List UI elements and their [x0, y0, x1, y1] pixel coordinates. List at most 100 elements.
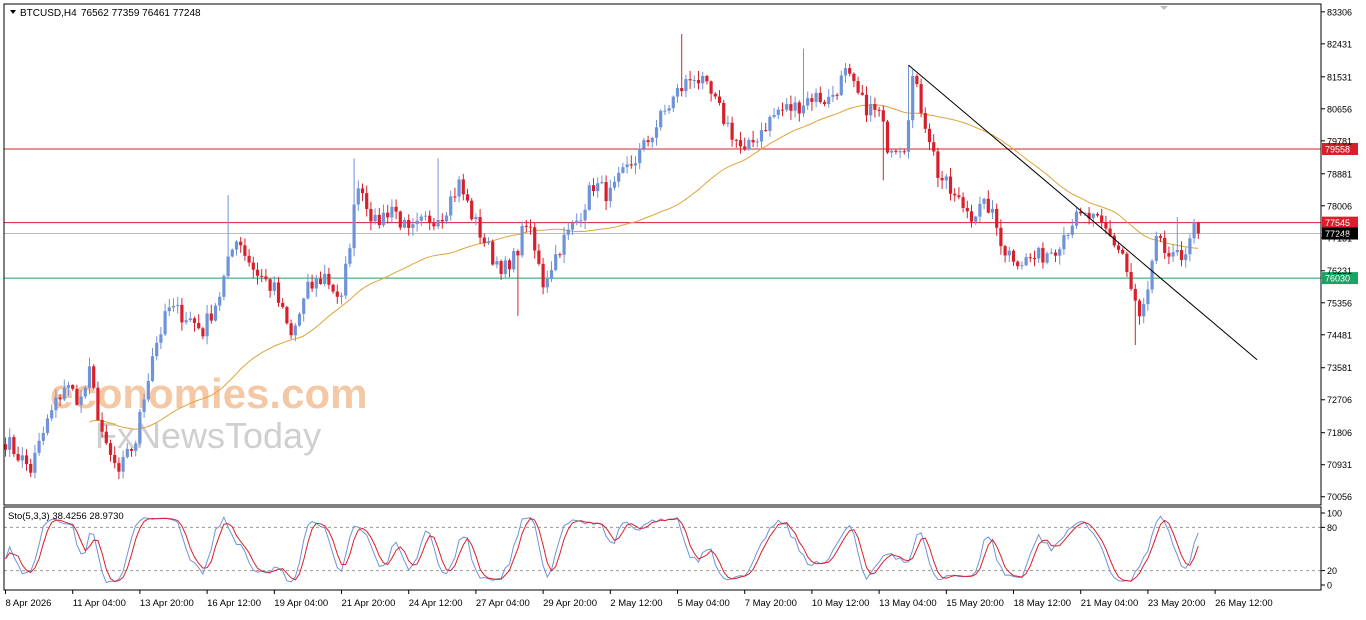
y-tick-label: 78006	[1327, 201, 1352, 211]
candle-body	[306, 281, 310, 299]
y-tick-label: 80656	[1327, 104, 1352, 114]
candle-body	[113, 454, 117, 464]
candle-body	[612, 181, 617, 188]
candle-body	[138, 411, 142, 444]
candle-body	[705, 76, 709, 82]
candle-body	[524, 225, 528, 227]
candle-body	[129, 448, 134, 451]
candle-body	[50, 410, 54, 419]
candle-body	[289, 323, 293, 336]
candle-body	[37, 440, 41, 453]
candle-body	[1125, 253, 1129, 272]
collapse-triangle-icon[interactable]	[10, 10, 16, 14]
candle-body	[961, 197, 965, 208]
candle-body	[83, 387, 87, 397]
candle-body	[528, 226, 533, 228]
candle-body	[680, 88, 684, 92]
candle-body	[163, 311, 167, 335]
candle-body	[554, 254, 558, 271]
candle-body	[176, 304, 180, 306]
moving-average	[89, 104, 1199, 430]
candle-body	[108, 443, 113, 455]
candle-body	[369, 208, 373, 222]
y-tick-label: 81531	[1327, 72, 1352, 82]
candle-body	[432, 223, 436, 227]
candle-body	[923, 113, 927, 129]
candle-body	[717, 96, 722, 103]
candle-body	[986, 198, 990, 213]
candle-body	[45, 418, 50, 434]
trendline-line	[908, 64, 1258, 361]
price-tag-current	[1322, 227, 1358, 240]
x-tick-label: 29 Apr 20:00	[543, 598, 597, 609]
candle-body	[20, 455, 24, 461]
candle-body	[1150, 260, 1154, 290]
candle-body	[125, 448, 129, 458]
candle-body	[1053, 252, 1058, 256]
candle-body	[583, 209, 587, 221]
candle-body	[537, 250, 541, 264]
candle-body	[356, 188, 360, 205]
sto-tick-label: 100	[1327, 509, 1342, 519]
candle-body	[856, 81, 860, 93]
candle-body	[1137, 300, 1142, 317]
candle-body	[1066, 234, 1070, 236]
candle-body	[268, 279, 272, 291]
candle-body	[159, 334, 163, 343]
candle-body	[486, 241, 491, 244]
candle-body	[491, 241, 495, 265]
stoch-signal-line	[5, 517, 1199, 583]
candle-body	[793, 102, 797, 111]
candle-body	[772, 115, 776, 117]
stochastic-pane: Sto(5,3,3) 38.4256 28.9730	[4, 511, 1321, 584]
price-tag-label: 76030	[1325, 274, 1350, 284]
y-tick-label: 70931	[1327, 460, 1352, 470]
candle-body	[953, 193, 957, 196]
candle-body	[449, 196, 453, 216]
price-tag-label: 79558	[1325, 144, 1350, 154]
candle-body	[881, 110, 885, 122]
candle-body	[415, 220, 419, 225]
candle-body	[188, 318, 192, 321]
y-tick-label: 75356	[1327, 298, 1352, 308]
x-tick-label: 26 May 12:00	[1215, 598, 1273, 609]
candle-body	[591, 185, 596, 192]
candle-body	[1142, 304, 1146, 317]
candle-body	[96, 387, 100, 420]
candle-body	[444, 215, 449, 222]
candle-body	[1146, 289, 1150, 305]
x-tick-label: 5 May 04:00	[678, 598, 730, 609]
candle-body	[1196, 222, 1200, 234]
candle-body	[1011, 250, 1016, 262]
candle-body	[1184, 254, 1188, 260]
candle-body	[142, 399, 146, 412]
candle-body	[348, 248, 352, 264]
candle-body	[944, 176, 948, 181]
candle-body	[192, 318, 197, 323]
candle-body	[1049, 252, 1053, 254]
candle-body	[297, 313, 302, 326]
candle-body	[646, 140, 650, 143]
candle-body	[213, 305, 218, 321]
candle-body	[814, 92, 818, 102]
candle-body	[995, 208, 999, 228]
candle-body	[650, 137, 654, 143]
candle-body	[675, 88, 680, 97]
y-tick-label: 71806	[1327, 428, 1352, 438]
sto-tick-label: 0	[1327, 581, 1332, 591]
candle-body	[377, 214, 381, 226]
candle-body	[835, 94, 839, 96]
x-tick-label: 2 May 12:00	[610, 598, 662, 609]
candle-body	[549, 270, 554, 279]
candle-body	[638, 148, 642, 164]
candle-body	[323, 273, 327, 284]
y-tick-label: 73581	[1327, 363, 1352, 373]
candle-body	[831, 94, 835, 97]
candle-body	[671, 96, 675, 109]
candle-body	[318, 278, 323, 284]
x-tick-label: 7 May 20:00	[745, 598, 797, 609]
candle-body	[764, 130, 768, 132]
candle-body	[608, 187, 612, 202]
candle-body	[570, 222, 575, 230]
